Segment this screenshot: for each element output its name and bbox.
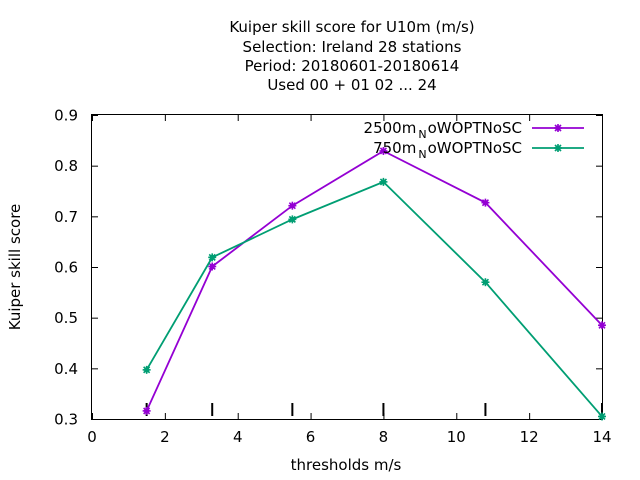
x-tick-label: 14 [592,428,611,446]
title-line-3: Period: 20180601-20180614 [245,57,460,75]
threshold-markers [145,403,603,416]
data-point [481,198,490,207]
y-tick-label: 0.6 [54,259,78,277]
y-tick-label: 0.5 [54,309,78,327]
data-point-core [482,279,489,285]
x-tick-label: 10 [447,428,466,446]
plot-frame [91,114,603,420]
y-tick-label: 0.9 [54,107,78,125]
data-point-core [599,413,605,420]
data-point [142,406,151,415]
legend-swatch-marker-core [555,145,561,151]
legend-label: 2500m NoWOPTNoSC [364,119,522,141]
data-point-core [289,216,295,222]
legend-swatch-marker-core [555,125,561,131]
y-tick-label: 0.3 [54,411,78,429]
y-tick-label: 0.7 [54,208,78,226]
series-1 [142,177,606,421]
series-0 [142,146,606,415]
data-point-core [482,200,489,206]
title-line-4: Used 00 + 01 02 ... 24 [267,76,436,94]
chart-title: Kuiper skill score for U10m (m/s) Select… [229,18,474,94]
y-axis: 0.3 0.4 0.5 0.6 0.7 0.8 0.9 [54,107,602,429]
data-point [379,146,388,155]
x-tick-label: 4 [233,428,243,446]
x-tick-label: 8 [379,428,389,446]
data-point-core [144,367,150,373]
data-point-core [209,263,215,270]
legend-swatch-marker [554,144,562,152]
data-point [288,215,297,224]
data-point-core [209,254,215,260]
y-tick-label: 0.8 [54,157,78,175]
data-point [481,278,490,287]
data-point-core [599,322,605,328]
legend-swatch-marker [554,124,562,132]
series-layer [142,146,606,421]
x-tick-label: 0 [87,428,97,446]
y-axis-label: Kuiper skill score [6,204,24,331]
series-line [145,149,603,412]
data-point [598,412,606,421]
data-point [288,201,297,210]
data-point [208,262,217,271]
y-tick-label: 0.4 [54,360,78,378]
x-tick-label: 2 [160,428,170,446]
data-point-core [144,408,150,414]
data-point [379,177,388,186]
data-point-core [289,203,295,209]
series-line [145,180,603,418]
data-point [598,321,606,330]
title-line-1: Kuiper skill score for U10m (m/s) [229,18,474,36]
title-line-2: Selection: Ireland 28 stations [243,38,462,56]
x-axis-label: thresholds m/s [291,456,402,474]
legend-label: 750m NoWOPTNoSC [373,139,522,161]
data-point [208,253,217,262]
data-point [142,365,151,374]
x-tick-label: 12 [520,428,539,446]
x-tick-label: 6 [306,428,316,446]
data-point-core [380,148,387,154]
data-point-core [380,179,387,185]
x-axis: 0 2 4 6 8 10 12 14 [87,115,612,446]
